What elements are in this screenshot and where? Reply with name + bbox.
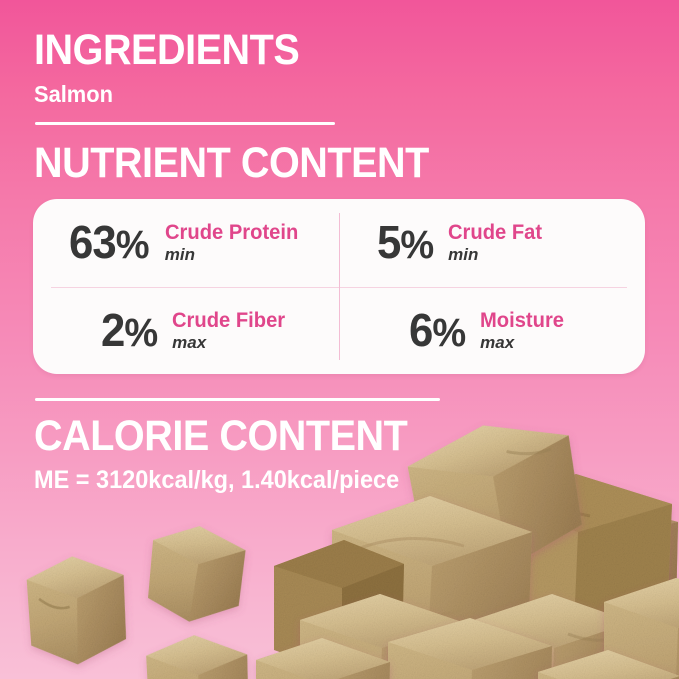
nutrient-content-heading: NUTRIENT CONTENT	[34, 139, 429, 187]
treat-cube-loose	[148, 526, 246, 622]
nutrient-qualifier-crude-fiber: max	[172, 332, 207, 352]
percent-symbol: %	[432, 310, 466, 355]
treat-cube	[300, 594, 462, 679]
nutrient-value-moisture: 6%	[409, 303, 466, 356]
treat-cube	[332, 496, 532, 676]
treat-cube	[388, 618, 552, 679]
nutrient-number-moisture: 6	[409, 303, 433, 356]
nutrient-cell-crude-fat: 5% Crude Fat min	[339, 199, 645, 287]
nutrient-name-moisture: Moisture	[480, 308, 565, 332]
nutrient-name-crude-fiber: Crude Fiber	[172, 308, 286, 332]
divider-rule-top	[35, 122, 335, 125]
nutrient-qualifier-crude-protein: min	[164, 245, 195, 265]
nutrient-number-crude-protein: 63	[69, 216, 117, 269]
treat-cube	[498, 498, 678, 638]
nutrient-name-crude-protein: Crude Protein	[164, 221, 299, 245]
nutrient-content-card: 63% Crude Protein min 5% Crude Fat min 2…	[33, 199, 645, 374]
treat-cube	[474, 594, 632, 679]
treat-cube	[256, 638, 390, 679]
treat-cube	[407, 425, 582, 568]
ingredients-list: Salmon	[34, 81, 113, 107]
divider-rule-bottom	[35, 398, 440, 401]
nutrient-cell-crude-protein: 63% Crude Protein min	[33, 199, 339, 287]
treat-cube-loose	[146, 635, 249, 679]
nutrient-cell-moisture: 6% Moisture max	[339, 287, 645, 375]
nutrient-value-crude-fiber: 2%	[101, 303, 158, 356]
nutrient-value-crude-protein: 63%	[69, 216, 150, 269]
card-vertical-divider	[339, 213, 340, 360]
treat-cube	[538, 650, 679, 679]
nutrient-qualifier-crude-fat: min	[448, 245, 479, 265]
treat-cube-loose	[26, 556, 127, 665]
nutrient-number-crude-fat: 5	[377, 216, 401, 269]
percent-symbol: %	[400, 223, 434, 268]
treat-cube	[486, 474, 672, 628]
nutrient-value-crude-fat: 5%	[377, 216, 434, 269]
calorie-content-heading: CALORIE CONTENT	[34, 412, 408, 460]
ingredients-heading: INGREDIENTS	[34, 26, 300, 74]
calorie-content-statement: ME = 3120kcal/kg, 1.40kcal/piece	[34, 466, 400, 494]
treat-cube	[604, 578, 679, 679]
percent-symbol: %	[124, 310, 158, 355]
nutrient-cell-crude-fiber: 2% Crude Fiber max	[33, 287, 339, 375]
treat-cube	[274, 540, 404, 674]
nutrient-name-crude-fat: Crude Fat	[448, 221, 543, 245]
nutrient-number-crude-fiber: 2	[101, 303, 125, 356]
nutrient-qualifier-moisture: max	[480, 332, 515, 352]
percent-symbol: %	[115, 223, 150, 268]
